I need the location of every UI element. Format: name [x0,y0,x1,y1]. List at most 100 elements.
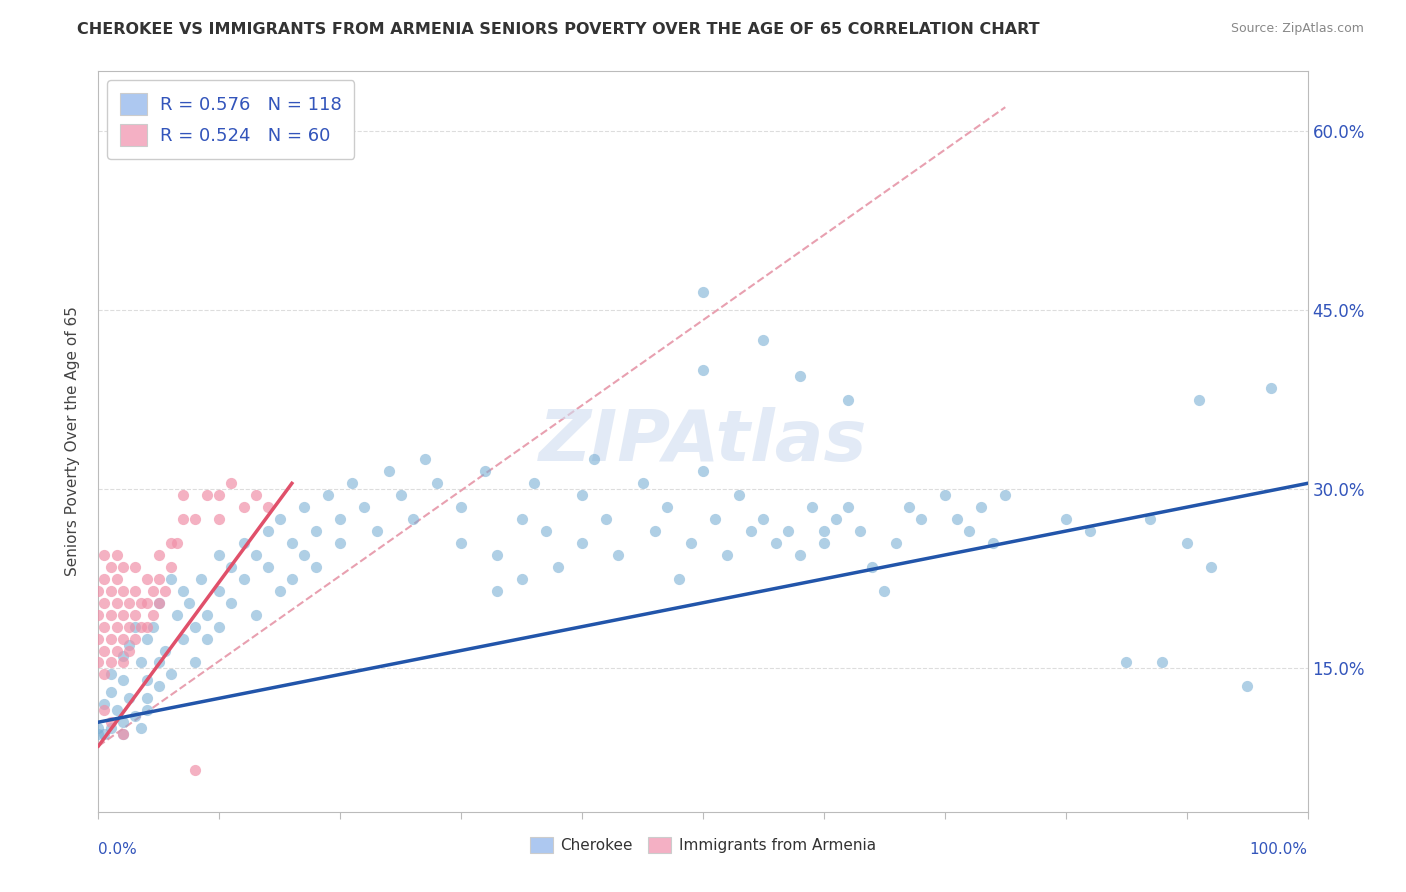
Point [837,500,859,515]
Point [160,560,183,574]
Point [93,667,115,681]
Point [208,488,231,502]
Point [342,476,364,491]
Point [547,560,569,574]
Point [825,512,848,526]
Point [1139,512,1161,526]
Point [728,488,751,502]
Point [510,512,533,526]
Text: 0.0%: 0.0% [98,842,138,857]
Point [100,685,122,699]
Point [118,619,141,633]
Point [148,656,170,670]
Point [353,500,375,515]
Point [160,572,183,586]
Point [111,727,134,741]
Point [402,512,425,526]
Point [124,607,146,622]
Point [111,673,134,688]
Point [135,691,157,706]
Point [93,727,115,741]
Point [256,560,278,574]
Point [135,596,157,610]
Point [970,500,993,515]
Point [148,596,170,610]
Point [111,656,134,670]
Point [292,548,315,562]
Point [595,512,617,526]
Legend: Cherokee, Immigrants from Armenia: Cherokee, Immigrants from Armenia [524,830,882,860]
Point [800,500,823,515]
Point [692,363,714,377]
Point [692,464,714,478]
Point [860,560,883,574]
Point [208,583,231,598]
Point [111,632,134,646]
Point [486,548,509,562]
Point [1260,381,1282,395]
Point [148,548,170,562]
Point [87,583,110,598]
Point [571,536,593,550]
Point [486,583,509,598]
Point [124,583,146,598]
Point [100,607,122,622]
Point [184,763,207,777]
Point [111,607,134,622]
Point [111,715,134,730]
Point [510,572,533,586]
Point [1115,656,1137,670]
Point [100,667,122,681]
Point [195,488,218,502]
Point [305,560,328,574]
Point [873,583,896,598]
Point [813,536,835,550]
Point [93,572,115,586]
Point [221,476,243,491]
Point [837,392,859,407]
Point [93,643,115,657]
Point [93,703,115,717]
Point [583,452,606,467]
Point [135,632,157,646]
Point [256,500,278,515]
Point [148,679,170,693]
Point [413,452,436,467]
Point [124,619,146,633]
Point [716,548,738,562]
Point [118,691,141,706]
Point [100,583,122,598]
Point [752,333,775,347]
Point [292,500,315,515]
Point [886,536,908,550]
Point [166,607,188,622]
Point [190,572,212,586]
Point [160,536,183,550]
Point [208,619,231,633]
Point [269,583,291,598]
Point [994,488,1017,502]
Point [740,524,762,538]
Point [124,560,146,574]
Point [377,464,399,478]
Point [644,524,666,538]
Point [100,632,122,646]
Point [631,476,654,491]
Point [316,488,339,502]
Point [87,607,110,622]
Point [256,524,278,538]
Point [366,524,388,538]
Y-axis label: Seniors Poverty Over the Age of 65: Seniors Poverty Over the Age of 65 [65,307,80,576]
Point [946,512,969,526]
Point [105,572,128,586]
Point [1188,392,1211,407]
Point [142,583,165,598]
Point [245,548,267,562]
Point [329,512,352,526]
Text: CHEROKEE VS IMMIGRANTS FROM ARMENIA SENIORS POVERTY OVER THE AGE OF 65 CORRELATI: CHEROKEE VS IMMIGRANTS FROM ARMENIA SENI… [77,22,1040,37]
Point [124,632,146,646]
Point [100,560,122,574]
Point [153,643,176,657]
Point [111,727,134,741]
Point [105,643,128,657]
